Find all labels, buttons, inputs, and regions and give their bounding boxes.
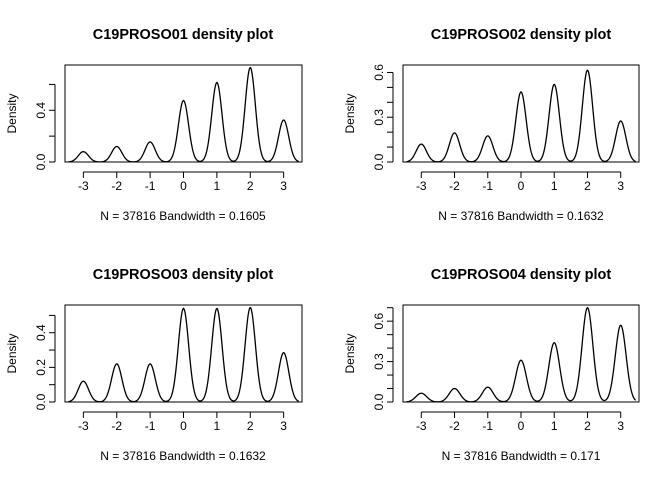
- y-axis: 0.0 0.2 0.4: [34, 314, 56, 410]
- plot-title: C19PROSO03 density plot: [93, 267, 274, 283]
- y-tick-label: 0.0: [372, 393, 386, 410]
- density-panel-3: C19PROSO03 density plot-3 -2 -1 0 1 2 30.00.20…: [5, 267, 303, 463]
- y-tick-label: 0.4: [34, 324, 48, 341]
- y-tick-label: 0.0: [372, 153, 386, 170]
- bandwidth-label: N = 37816 Bandwidth = 0.171: [442, 449, 601, 463]
- plot-title: C19PROSO02 density plot: [431, 27, 612, 43]
- plot-title: C19PROSO04 density plot: [431, 267, 612, 283]
- x-tick-label: -2: [449, 419, 460, 433]
- y-tick-label: 0.4: [34, 102, 48, 119]
- x-axis: -3 -2 -1 0 1 2 3: [78, 171, 287, 193]
- x-tick-label: -3: [78, 419, 89, 433]
- x-tick-label: 3: [280, 179, 287, 193]
- x-tick-label: 0: [180, 179, 187, 193]
- y-tick-label: 0.6: [372, 313, 386, 330]
- y-tick-label: 0.0: [34, 153, 48, 170]
- y-axis-title: Density: [5, 333, 19, 373]
- y-axis: 0.0 0.3 0.6: [372, 64, 394, 170]
- plot-frame: [402, 64, 640, 163]
- x-tick-label: -2: [449, 179, 460, 193]
- y-axis: 0.0 0.4: [34, 83, 56, 170]
- x-tick-label: -2: [111, 179, 122, 193]
- y-axis-title: Density: [5, 93, 19, 133]
- density-panel-4: C19PROSO04 density plot-3 -2 -1 0 1 2 30.00.30…: [343, 267, 640, 463]
- x-tick-label: 2: [247, 179, 254, 193]
- bandwidth-label: N = 37816 Bandwidth = 0.1605: [100, 209, 266, 223]
- x-tick-label: 0: [180, 419, 187, 433]
- bandwidth-label: N = 37816 Bandwidth = 0.1632: [100, 449, 266, 463]
- y-axis-title: Density: [343, 93, 357, 133]
- x-tick-label: 3: [617, 179, 624, 193]
- y-tick-label: 0.3: [372, 109, 386, 126]
- y-tick-label: 0.2: [34, 359, 48, 376]
- x-tick-label: 2: [584, 419, 591, 433]
- density-curve: [68, 66, 299, 163]
- x-tick-label: 3: [280, 419, 287, 433]
- y-axis-title: Density: [343, 333, 357, 373]
- x-tick-label: 2: [247, 419, 254, 433]
- density-panel-2: C19PROSO02 density plot-3 -2 -1 0 1 2 30.00.30…: [343, 27, 640, 223]
- x-tick-label: 0: [518, 179, 525, 193]
- x-tick-label: 1: [214, 419, 221, 433]
- x-axis: -3 -2 -1 0 1 2 3: [416, 171, 624, 193]
- y-tick-label: 0.0: [34, 393, 48, 410]
- y-axis: 0.0 0.3 0.6: [372, 307, 394, 410]
- plot-frame: [64, 64, 303, 163]
- x-tick-label: 3: [617, 419, 624, 433]
- x-tick-label: -2: [111, 419, 122, 433]
- y-tick-label: 0.3: [372, 353, 386, 370]
- plot-frame: [64, 304, 303, 403]
- density-curve: [68, 306, 299, 403]
- x-tick-label: -3: [416, 419, 427, 433]
- x-tick-label: -1: [482, 419, 493, 433]
- x-tick-label: 1: [551, 419, 558, 433]
- plot-frame: [402, 304, 640, 403]
- density-panel-1: C19PROSO01 density plot -3 -2 -1 0 1 2 3 0.0 0.4 D…: [5, 27, 303, 223]
- density-curve: [406, 306, 637, 403]
- density-curve: [406, 69, 636, 163]
- x-tick-label: -3: [416, 179, 427, 193]
- x-tick-label: -3: [78, 179, 89, 193]
- x-tick-label: 0: [518, 419, 525, 433]
- x-tick-label: 2: [584, 179, 591, 193]
- x-tick-label: 1: [214, 179, 221, 193]
- y-tick-label: 0.6: [372, 64, 386, 81]
- x-axis: -3 -2 -1 0 1 2 3: [78, 411, 287, 433]
- x-tick-label: -1: [482, 179, 493, 193]
- bandwidth-label: N = 37816 Bandwidth = 0.1632: [438, 209, 604, 223]
- plot-title: C19PROSO01 density plot: [93, 27, 274, 43]
- x-tick-label: -1: [145, 419, 156, 433]
- x-tick-label: -1: [145, 179, 156, 193]
- x-axis: -3 -2 -1 0 1 2 3: [416, 411, 624, 433]
- x-tick-label: 1: [551, 179, 558, 193]
